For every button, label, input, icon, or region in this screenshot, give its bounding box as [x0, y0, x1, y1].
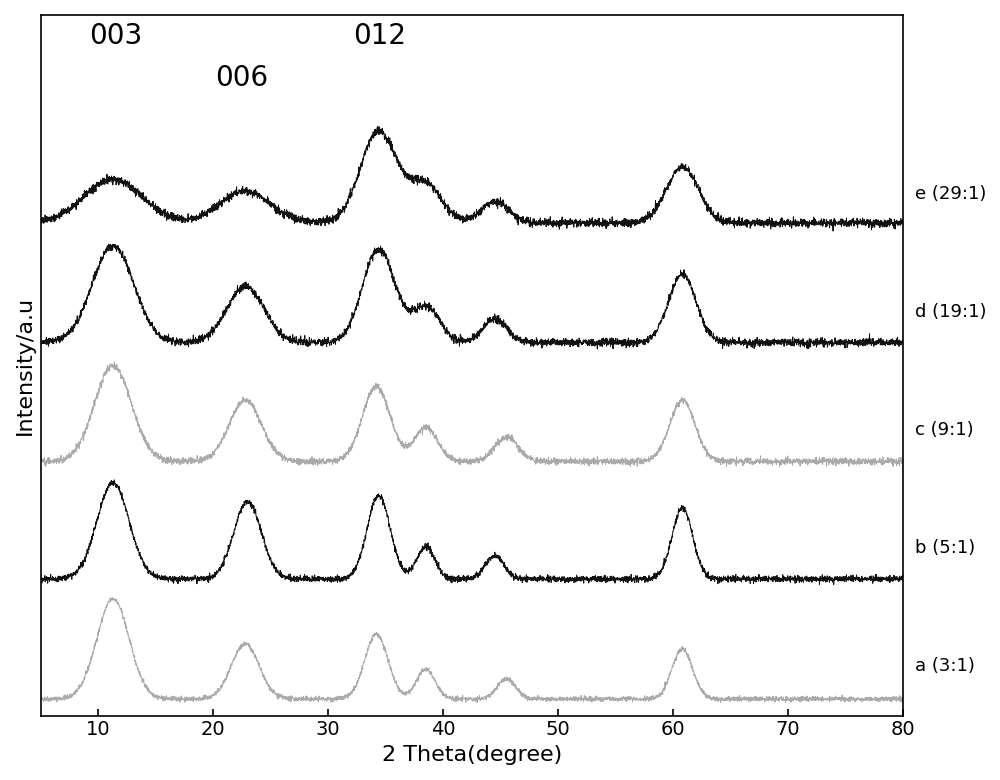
Text: b (5:1): b (5:1)	[915, 539, 975, 557]
Text: 003: 003	[89, 22, 142, 50]
Text: a (3:1): a (3:1)	[915, 657, 975, 675]
Text: 012: 012	[353, 22, 406, 50]
Text: 006: 006	[215, 64, 268, 92]
Text: c (9:1): c (9:1)	[915, 421, 973, 439]
X-axis label: 2 Theta(degree): 2 Theta(degree)	[382, 745, 562, 765]
Text: e (29:1): e (29:1)	[915, 186, 986, 204]
Y-axis label: Intensity/a.u: Intensity/a.u	[15, 296, 35, 435]
Text: d (19:1): d (19:1)	[915, 303, 986, 321]
